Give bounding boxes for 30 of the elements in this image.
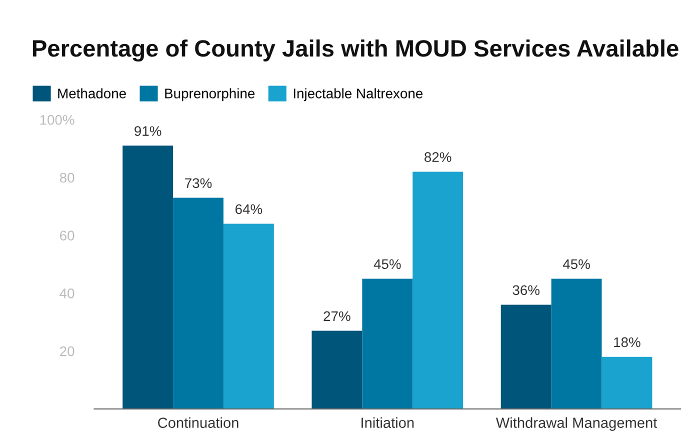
- data-label: 36%: [512, 285, 540, 296]
- bar: [223, 224, 274, 409]
- data-label: 73%: [185, 178, 212, 188]
- y-tick-label: 100%: [40, 114, 74, 125]
- data-label: 64%: [235, 204, 262, 214]
- x-tick-label: Continuation: [158, 417, 238, 428]
- bar: [602, 356, 652, 409]
- x-tick-label: Withdrawal Management: [496, 417, 658, 431]
- data-label: 18%: [614, 337, 640, 348]
- data-label: 82%: [424, 152, 452, 162]
- legend-label: Buprenorphine: [165, 88, 255, 102]
- data-label: 91%: [134, 126, 162, 136]
- y-tick-label: 20: [60, 346, 74, 356]
- bar: [122, 146, 174, 409]
- chart-title: Percentage of County Jails with MOUD Services Available: [32, 39, 678, 62]
- legend-label: Methadone: [58, 88, 126, 98]
- y-tick-label: 40: [60, 288, 74, 298]
- bar: [173, 198, 224, 409]
- data-label: 45%: [374, 259, 401, 270]
- y-tick-label: 60: [60, 230, 74, 241]
- bar: [362, 278, 413, 409]
- data-label: 45%: [562, 259, 590, 270]
- bar: [412, 172, 464, 409]
- data-label: 27%: [324, 311, 350, 322]
- y-tick-label: 80: [60, 172, 74, 183]
- legend-label: Injectable Naltrexone: [294, 88, 423, 102]
- bar: [312, 330, 362, 409]
- bar: [551, 278, 602, 409]
- bar: [500, 304, 552, 409]
- x-tick-label: Initiation: [362, 417, 414, 428]
